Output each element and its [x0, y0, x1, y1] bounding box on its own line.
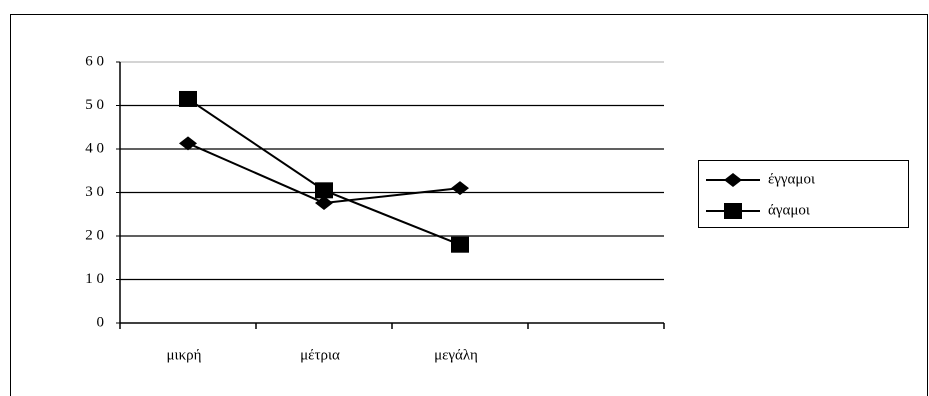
legend-label: άγαμοι: [768, 202, 810, 218]
square-marker: [724, 203, 742, 219]
legend-label: έγγαμοι: [768, 171, 815, 187]
y-tick-label: 6 0: [85, 53, 104, 69]
square-marker: [315, 182, 333, 199]
legend: έγγαμοι άγαμοι: [698, 160, 909, 228]
y-tick-label: 3 0: [85, 184, 104, 200]
square-marker: [451, 236, 469, 253]
diamond-marker: [179, 136, 197, 151]
x-tick-label: μέτρια: [300, 347, 340, 363]
diamond-marker: [451, 181, 469, 196]
x-tick-label: μεγάλη: [434, 347, 478, 363]
y-tick-label: 2 0: [85, 227, 104, 243]
x-tick-label: μικρή: [167, 347, 202, 363]
y-tick-label: 0: [97, 314, 105, 330]
y-tick-label: 4 0: [85, 140, 104, 156]
diamond-marker: [315, 195, 333, 210]
diamond-marker: [724, 173, 742, 187]
y-tick-label: 5 0: [85, 97, 104, 113]
y-tick-label: 1 0: [85, 271, 104, 287]
square-marker: [179, 90, 197, 107]
